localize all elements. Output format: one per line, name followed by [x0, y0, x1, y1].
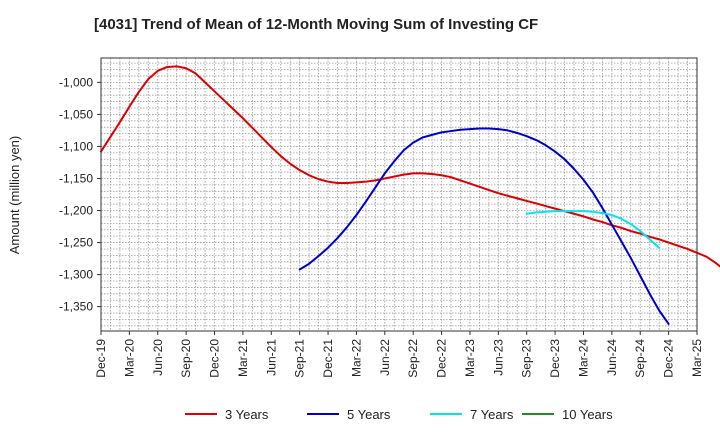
legend-label-3-years: 3 Years [225, 407, 269, 422]
x-tick-label: Mar-22 [349, 339, 363, 377]
plot-frame [100, 57, 698, 332]
x-tick-label: Dec-19 [94, 339, 108, 378]
x-tick-label: Dec-20 [208, 339, 222, 378]
y-tick-label: -1,000 [59, 75, 93, 89]
x-tick-label: Sep-22 [406, 339, 420, 378]
x-tick-label: Dec-22 [435, 339, 449, 378]
y-axis: -1,000 -1,050 -1,100 -1,150 -1,200 -1,250 -1,3… [59, 75, 101, 314]
y-tick-label: -1,250 [59, 236, 93, 250]
legend-label-5-years: 5 Years [347, 407, 391, 422]
plot-area [101, 58, 697, 331]
x-tick-label: Mar-20 [122, 339, 136, 377]
x-tick-label: Jun-20 [151, 339, 165, 376]
x-tick-label: Dec-23 [548, 339, 562, 378]
x-axis: Dec-19 Mar-20 Jun-20 Sep-20 Dec-20 Mar-21 Jun-… [94, 331, 704, 378]
y-tick-label: -1,350 [59, 300, 93, 314]
y-tick-label: -1,300 [59, 268, 93, 282]
x-tick-label: Sep-24 [633, 339, 647, 378]
y-tick-label: -1,200 [59, 204, 93, 218]
y-tick-label: -1,150 [59, 171, 93, 185]
x-tick-label: Sep-21 [293, 339, 307, 378]
x-tick-label: Jun-24 [605, 339, 619, 376]
x-tick-label: Mar-21 [236, 339, 250, 377]
x-tick-label: Sep-23 [520, 339, 534, 378]
y-tick-label: -1,100 [59, 139, 93, 153]
legend-label-10-years: 10 Years [562, 407, 613, 422]
y-tick-label: -1,050 [59, 107, 93, 121]
series-line-5-years [298, 127, 670, 325]
x-tick-label: Sep-20 [179, 339, 193, 378]
series-line-3-years [100, 65, 720, 268]
chart-title: [4031] Trend of Mean of 12-Month Moving … [94, 16, 538, 33]
x-tick-label: Mar-24 [576, 339, 590, 377]
x-tick-label: Dec-24 [662, 339, 676, 378]
legend-label-7-years: 7 Years [470, 407, 514, 422]
x-tick-label: Dec-21 [321, 339, 335, 378]
series-lines [100, 65, 720, 325]
y-axis-label: Amount (million yen) [7, 136, 22, 255]
series-line-7-years [525, 210, 661, 249]
x-tick-label: Jun-22 [378, 339, 392, 376]
legend: 3 Years 5 Years 7 Years 10 Years [185, 407, 613, 422]
grid [101, 58, 697, 331]
x-tick-label: Mar-23 [463, 339, 477, 377]
x-tick-label: Jun-21 [264, 339, 278, 376]
x-tick-label: Mar-25 [690, 339, 704, 377]
x-tick-label: Jun-23 [491, 339, 505, 376]
